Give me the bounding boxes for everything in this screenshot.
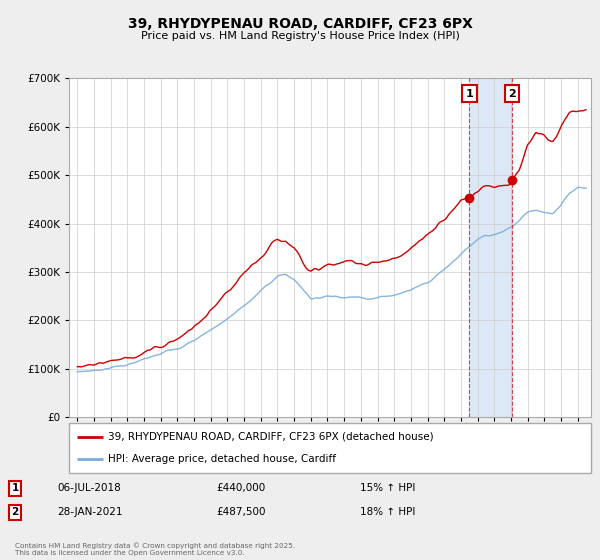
- Text: £440,000: £440,000: [216, 483, 265, 493]
- Text: HPI: Average price, detached house, Cardiff: HPI: Average price, detached house, Card…: [108, 454, 336, 464]
- Text: 28-JAN-2021: 28-JAN-2021: [57, 507, 122, 517]
- Text: 39, RHYDYPENAU ROAD, CARDIFF, CF23 6PX (detached house): 39, RHYDYPENAU ROAD, CARDIFF, CF23 6PX (…: [108, 432, 434, 442]
- Text: 2: 2: [11, 507, 19, 517]
- Text: 15% ↑ HPI: 15% ↑ HPI: [360, 483, 415, 493]
- Text: £487,500: £487,500: [216, 507, 265, 517]
- Text: 18% ↑ HPI: 18% ↑ HPI: [360, 507, 415, 517]
- Text: 1: 1: [11, 483, 19, 493]
- Text: 1: 1: [466, 88, 473, 99]
- Bar: [469, 78, 512, 417]
- Text: Contains HM Land Registry data © Crown copyright and database right 2025.
This d: Contains HM Land Registry data © Crown c…: [15, 542, 295, 556]
- Text: 2: 2: [508, 88, 516, 99]
- Text: 39, RHYDYPENAU ROAD, CARDIFF, CF23 6PX: 39, RHYDYPENAU ROAD, CARDIFF, CF23 6PX: [128, 17, 472, 31]
- Text: 06-JUL-2018: 06-JUL-2018: [57, 483, 121, 493]
- Text: Price paid vs. HM Land Registry's House Price Index (HPI): Price paid vs. HM Land Registry's House …: [140, 31, 460, 41]
